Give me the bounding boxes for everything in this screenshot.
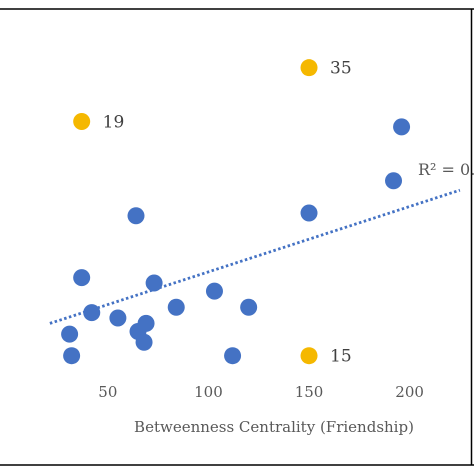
x-axis-label: Betweenness Centrality (Friendship): [134, 418, 414, 436]
data-point-5: [127, 207, 145, 225]
data-point-10: [167, 298, 185, 316]
highlight-point-2: [300, 347, 318, 365]
trendline: [49, 188, 461, 325]
data-point-1: [73, 269, 91, 287]
x-tick-label-50: 50: [98, 383, 117, 401]
x-tick-label-150: 150: [295, 383, 324, 401]
point-label-35: 35: [330, 59, 352, 79]
data-point-14: [300, 204, 318, 222]
data-point-15: [385, 172, 403, 190]
data-point-0: [63, 347, 81, 365]
data-point-7: [135, 333, 153, 351]
data-point-9: [145, 274, 163, 292]
x-tick-label-200: 200: [395, 383, 424, 401]
data-point-4: [109, 309, 127, 327]
data-point-16: [393, 118, 411, 136]
point-label-15: 15: [330, 347, 352, 367]
data-point-11: [205, 282, 223, 300]
data-point-2: [83, 304, 101, 322]
data-point-8: [137, 314, 155, 332]
data-point-3: [61, 325, 79, 343]
highlight-point-0: [73, 113, 91, 131]
data-point-13: [240, 298, 258, 316]
r-squared-label: R² = 0.: [418, 160, 474, 179]
data-point-12: [224, 347, 242, 365]
highlight-point-1: [300, 59, 318, 77]
point-label-19: 19: [103, 113, 125, 133]
x-tick-label-100: 100: [194, 383, 223, 401]
